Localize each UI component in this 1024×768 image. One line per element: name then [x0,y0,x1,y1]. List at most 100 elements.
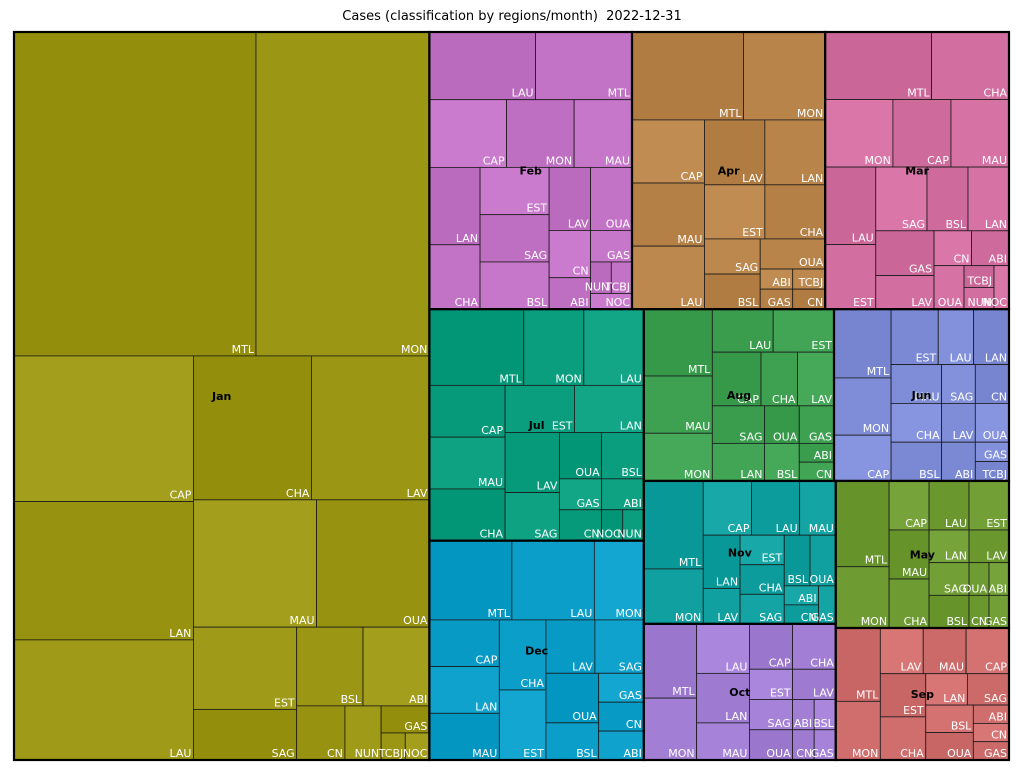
cell-apr-lav [704,119,766,186]
region-label: LAN [945,550,967,563]
region-label: OUA [983,429,1008,442]
region-label: GAS [984,747,1007,760]
cell-aug-sag [711,405,765,444]
region-label: CHA [286,487,310,500]
month-group-nov: MTL MON CAP LAU MAU LAN LAV EST CHA SAG BSL OUA ABI C… [642,479,837,625]
region-label: CAP [483,154,505,167]
region-label: LAU [776,522,798,535]
region-label: GAS [768,296,791,309]
region-label: LAU [950,352,972,365]
cell-may-mtl [835,480,890,568]
region-label: MTL [488,607,511,620]
region-label: ABI [798,592,816,605]
region-label: BSL [788,573,809,586]
cell-jan-mau [193,499,317,628]
region-label: MON [668,747,694,760]
month-label: Jul [528,419,545,432]
region-label: BSL [621,466,642,479]
region-label: LAN [801,172,823,185]
region-label: NOC [982,296,1007,309]
region-label: CN [626,718,642,731]
cell-jun-abi [941,441,976,482]
region-label: GAS [577,497,600,510]
cell-sep-lav [879,627,924,675]
region-label: CN [796,747,812,760]
cell-aug-cha [760,351,798,407]
region-label: SAG [944,582,967,595]
region-label: MAU [982,154,1007,167]
region-label: CAP [737,393,759,406]
region-label: CAP [681,170,703,183]
region-label: LAV [572,660,593,673]
region-label: CN [327,747,343,760]
region-label: NUN [967,296,992,309]
region-label: CHA [900,747,924,760]
cell-jun-oua [974,402,1010,443]
region-label: LAU [681,296,703,309]
cell-oct-mau [696,722,750,761]
region-label: CAP [769,656,791,669]
cell-may-sag [928,562,970,596]
region-label: LAN [716,575,738,588]
region-label: LAU [749,339,771,352]
cell-jan-lau [13,639,194,761]
region-label: TCBJ [378,747,404,760]
region-label: TCBJ [798,276,824,289]
region-label: ABI [814,449,832,462]
region-label: MON [797,107,823,120]
cell-may-lav [968,529,1010,564]
region-label: OUA [766,747,791,760]
cell-sep-mtl [835,627,881,702]
region-label: CAP [905,517,927,530]
region-label: OUA [403,614,428,627]
cell-jul-cha [429,488,506,542]
region-label: BSL [527,296,548,309]
region-label: CN [573,265,589,278]
region-label: CHA [984,87,1008,100]
cell-nov-oua [809,534,837,587]
month-group-dec: MTL LAU MON CAP LAN MAU CHA EST LAV SAG OUA BSL GAS C… [428,539,645,762]
region-label: LAU [620,372,642,385]
cell-oct-lan [696,672,750,724]
cell-mar-lau [824,166,877,246]
region-label: MAU [809,522,834,535]
cell-jul-mtl [429,308,525,386]
region-label: LAV [537,480,558,493]
region-label: LAV [813,687,834,700]
region-label: MON [863,422,889,435]
chart-title: Cases (classification by regions/month) … [342,9,682,24]
region-label: ABI [989,582,1007,595]
cell-apr-cha [764,184,826,240]
cell-jan-cha [193,355,312,501]
region-label: OUA [799,256,824,269]
cell-sep-est [879,673,927,718]
cell-apr-cap [631,119,705,184]
region-label: LAN [169,627,191,640]
region-label: LAU [570,607,592,620]
cell-aug-est [772,308,835,353]
cell-feb-lav [548,166,591,231]
region-label: CHA [520,677,544,690]
region-label: MAU [677,233,702,246]
region-label: MON [861,615,887,628]
cell-jul-lav [504,432,560,493]
region-label: MTL [688,363,711,376]
region-label: EST [274,696,295,709]
region-label: GAS [811,747,834,760]
cell-apr-mau [631,182,705,247]
cell-jun-cn [974,364,1010,404]
region-label: CN [584,528,600,541]
cell-dec-bsl [545,722,600,761]
region-label: MTL [856,688,879,701]
cell-jan-oua [316,499,430,628]
region-label: TCBJ [604,280,630,293]
cell-jan-sag [193,708,298,761]
cell-aug-oua [764,405,800,444]
cell-mar-cn [933,230,972,267]
cell-apr-sag [704,238,761,275]
cell-oct-est [749,668,794,700]
region-label: GAS [909,263,932,276]
region-label: ABI [409,693,427,706]
region-label: CN [816,468,832,481]
cell-aug-cap [711,351,762,407]
